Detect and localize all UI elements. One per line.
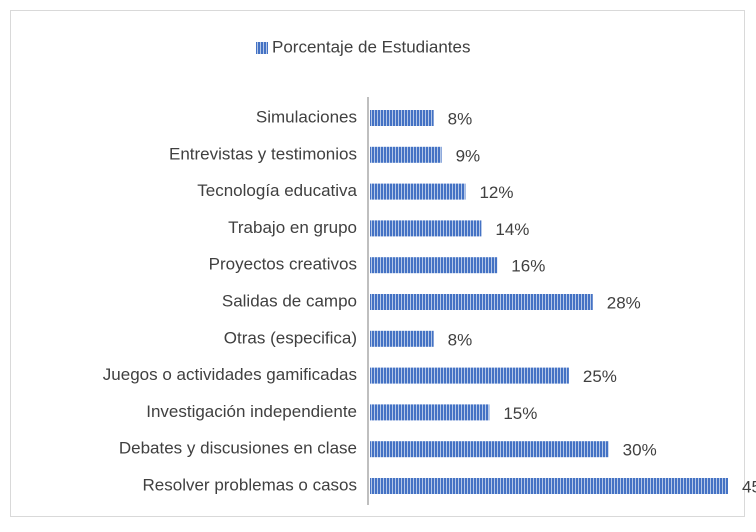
category-label: Juegos o actividades gamificadas: [103, 365, 357, 384]
bar: [370, 257, 498, 274]
category-label: Entrevistas y testimonios: [169, 144, 357, 163]
value-label: 30%: [623, 441, 657, 460]
bar: [370, 367, 569, 384]
bar: [370, 146, 442, 163]
category-label: Tecnología educativa: [197, 181, 357, 200]
bar: [370, 110, 434, 126]
bar: [370, 330, 434, 347]
bar: [370, 183, 466, 200]
bar: [370, 478, 728, 494]
category-label: Resolver problemas o casos: [143, 475, 357, 494]
category-label: Simulaciones: [256, 107, 357, 126]
legend-swatch: [256, 42, 268, 54]
category-label: Otras (especifica): [224, 328, 357, 347]
value-label: 45%: [742, 477, 756, 496]
category-label: Proyectos creativos: [209, 255, 357, 274]
bar: [370, 441, 609, 458]
value-label: 25%: [583, 367, 617, 386]
bar: [370, 220, 482, 237]
value-label: 9%: [456, 146, 481, 165]
category-label: Investigación independiente: [146, 402, 357, 421]
value-label: 14%: [495, 220, 529, 239]
value-label: 16%: [511, 257, 545, 276]
value-label: 12%: [479, 183, 513, 202]
category-label: Trabajo en grupo: [228, 218, 357, 237]
category-label: Salidas de campo: [222, 291, 357, 310]
value-label: 8%: [448, 109, 473, 128]
bar: [370, 294, 593, 310]
value-label: 15%: [503, 404, 537, 423]
value-label: 8%: [448, 330, 473, 349]
legend-label: Porcentaje de Estudiantes: [272, 37, 470, 56]
value-label: 28%: [607, 293, 641, 312]
bar: [370, 404, 490, 421]
category-label: Debates y discusiones en clase: [119, 439, 357, 458]
